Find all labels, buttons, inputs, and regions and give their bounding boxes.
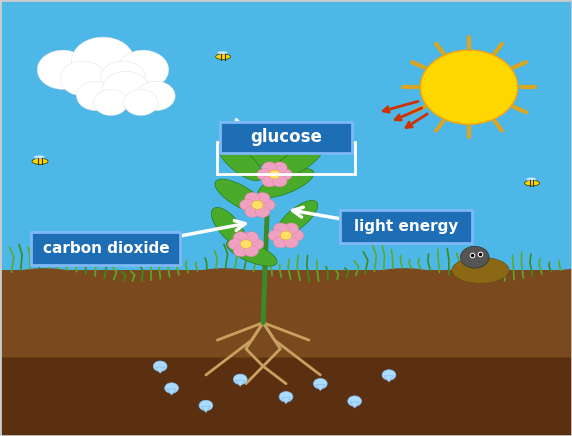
Circle shape	[137, 81, 175, 111]
Circle shape	[420, 50, 518, 124]
Circle shape	[273, 223, 288, 234]
Text: carbon dioxide: carbon dioxide	[42, 241, 169, 256]
Ellipse shape	[216, 54, 231, 59]
Text: light energy: light energy	[354, 219, 458, 234]
Circle shape	[279, 392, 293, 402]
Circle shape	[199, 400, 213, 411]
Circle shape	[273, 237, 288, 248]
Circle shape	[240, 240, 252, 249]
Polygon shape	[277, 201, 318, 235]
Polygon shape	[201, 406, 210, 412]
Ellipse shape	[34, 156, 41, 159]
Ellipse shape	[32, 158, 48, 164]
Circle shape	[460, 246, 489, 268]
Circle shape	[60, 61, 106, 96]
Circle shape	[284, 223, 299, 234]
Circle shape	[100, 61, 146, 96]
Circle shape	[257, 169, 272, 180]
Circle shape	[382, 370, 396, 380]
Circle shape	[255, 206, 270, 218]
Circle shape	[348, 396, 362, 406]
Circle shape	[233, 245, 248, 257]
Circle shape	[124, 89, 158, 116]
Circle shape	[284, 237, 299, 248]
Ellipse shape	[217, 51, 224, 54]
Circle shape	[72, 37, 134, 85]
Circle shape	[165, 383, 178, 393]
Circle shape	[272, 176, 287, 187]
Polygon shape	[350, 402, 359, 408]
Circle shape	[37, 50, 89, 89]
Polygon shape	[384, 376, 394, 382]
Polygon shape	[218, 142, 263, 181]
Ellipse shape	[37, 156, 45, 159]
Circle shape	[280, 231, 292, 240]
Polygon shape	[212, 208, 246, 246]
Circle shape	[289, 230, 304, 241]
Polygon shape	[316, 385, 325, 391]
Circle shape	[262, 162, 277, 173]
Circle shape	[233, 374, 247, 385]
FancyBboxPatch shape	[0, 270, 572, 358]
Polygon shape	[258, 169, 314, 198]
Polygon shape	[236, 380, 245, 386]
FancyBboxPatch shape	[31, 232, 180, 265]
Ellipse shape	[529, 178, 536, 181]
Polygon shape	[215, 179, 265, 213]
Circle shape	[268, 230, 283, 241]
Circle shape	[255, 192, 270, 204]
FancyBboxPatch shape	[0, 349, 572, 436]
Circle shape	[240, 199, 255, 211]
Circle shape	[260, 199, 275, 211]
Polygon shape	[167, 389, 176, 395]
Polygon shape	[242, 140, 307, 166]
Circle shape	[272, 162, 287, 173]
Circle shape	[244, 245, 259, 257]
Circle shape	[249, 238, 264, 250]
Circle shape	[228, 238, 243, 250]
Circle shape	[245, 206, 260, 218]
Polygon shape	[281, 398, 291, 404]
Circle shape	[77, 81, 115, 111]
Circle shape	[277, 169, 292, 180]
Polygon shape	[227, 240, 277, 266]
Circle shape	[153, 361, 167, 371]
FancyBboxPatch shape	[340, 211, 472, 243]
Circle shape	[269, 170, 280, 179]
Polygon shape	[272, 144, 323, 178]
Circle shape	[233, 232, 248, 243]
Polygon shape	[0, 268, 572, 358]
Circle shape	[252, 201, 263, 209]
Circle shape	[102, 72, 149, 107]
Ellipse shape	[526, 178, 533, 181]
Circle shape	[244, 232, 259, 243]
FancyBboxPatch shape	[220, 122, 352, 153]
FancyBboxPatch shape	[0, 0, 572, 283]
Polygon shape	[156, 367, 165, 373]
Ellipse shape	[452, 257, 509, 283]
Circle shape	[313, 378, 327, 389]
Text: glucose: glucose	[250, 128, 322, 146]
Circle shape	[245, 192, 260, 204]
Ellipse shape	[220, 51, 227, 54]
Circle shape	[262, 176, 277, 187]
Circle shape	[94, 89, 128, 116]
Ellipse shape	[525, 181, 539, 186]
Circle shape	[117, 50, 169, 89]
